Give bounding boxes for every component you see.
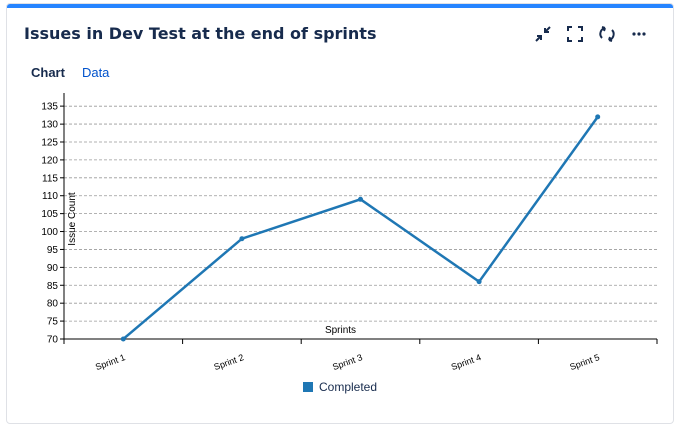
gadget-toolbar [527,23,655,45]
view-tabs: Chart Data [31,65,109,80]
y-tick-label: 115 [42,173,58,184]
y-tick-label: 135 [41,102,58,113]
series-line-completed [122,116,599,340]
fullscreen-button[interactable] [559,23,591,45]
minimize-icon [535,26,551,42]
chart-legend: Completed [303,380,377,394]
y-tick-label: 110 [42,191,58,202]
data-point[interactable] [239,236,245,242]
y-tick-label: 75 [47,317,59,328]
x-tick-label: Sprint 3 [331,352,364,372]
x-tick-label: Sprint 2 [213,352,246,372]
gadget-title: Issues in Dev Test at the end of sprints [24,24,377,43]
x-tick-label: Sprint 4 [450,352,483,372]
tab-chart[interactable]: Chart [31,65,65,80]
y-tick-label: 130 [41,120,58,131]
line-chart: 70 75 80 85 90 95 100 105 110 115 120 125 130 135 Spri… [41,93,658,372]
data-point[interactable] [595,114,601,120]
more-button[interactable] [623,23,655,45]
refresh-button[interactable] [591,23,623,45]
y-tick-label: 85 [47,281,59,292]
y-tick-label: 95 [47,245,59,256]
refresh-icon [599,26,615,42]
tab-data[interactable]: Data [81,65,110,80]
data-point[interactable] [120,336,126,342]
y-tick-label: 80 [47,299,59,310]
y-axis-label: Issue Count [67,192,78,246]
x-tick-label: Sprint 1 [94,352,127,372]
legend-label[interactable]: Completed [319,380,378,394]
more-icon [632,32,646,36]
y-tick-label: 120 [41,155,58,166]
gadget-card: Issues in Dev Test at the end of sprints [6,3,674,424]
legend-swatch [303,382,313,392]
x-axis-label: Sprints [325,325,356,336]
data-point[interactable] [358,196,363,202]
y-tick-label: 100 [41,227,58,238]
minimize-button[interactable] [527,23,559,45]
y-tick-label: 90 [47,263,59,274]
y-tick-label: 70 [47,335,59,346]
fullscreen-icon [567,26,583,42]
y-tick-label: 105 [41,209,58,220]
data-point[interactable] [476,279,482,285]
x-tick-label: Sprint 5 [568,352,601,372]
y-tick-label: 125 [41,137,58,148]
gadget-accent-bar [7,4,673,8]
